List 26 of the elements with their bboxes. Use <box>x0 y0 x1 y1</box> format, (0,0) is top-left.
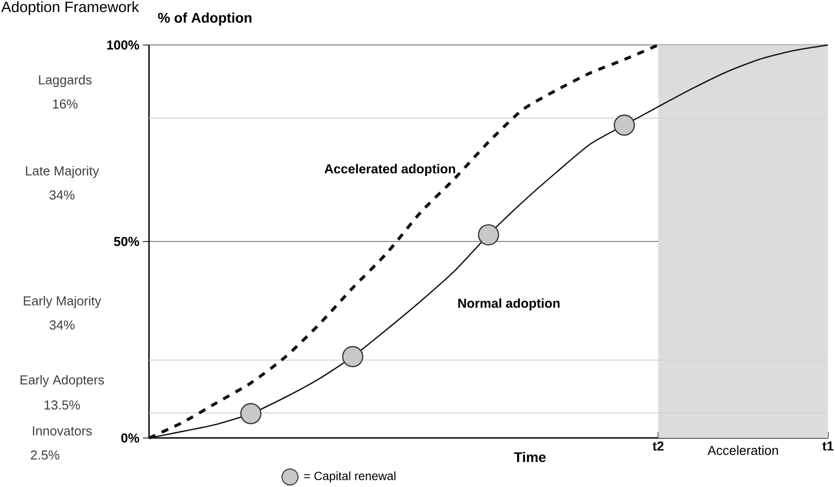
text: 13.5% <box>44 400 80 410</box>
text: 2.5% <box>30 450 60 460</box>
text: Innovators <box>32 426 92 436</box>
x-tick-label: t1 <box>822 442 834 451</box>
x-tick-label: t2 <box>652 442 664 451</box>
chart-title: Adoption Framework <box>1 1 140 16</box>
point <box>614 114 635 136</box>
series-label: Accelerated adoption <box>324 164 456 176</box>
text: 34% <box>50 190 75 200</box>
point <box>478 224 500 246</box>
text: Early Adopters <box>20 374 104 388</box>
text: Laggards <box>39 74 92 88</box>
legend-label: = Capital renewal <box>304 471 396 483</box>
text: Late Majority <box>26 166 100 178</box>
band-label: Acceleration <box>708 446 778 456</box>
x-axis-title: Time <box>514 452 546 462</box>
point <box>240 403 262 424</box>
point <box>342 346 364 368</box>
y-tick-label: 50% <box>114 236 140 246</box>
text: 34% <box>50 320 75 330</box>
series-label: Normal adoption <box>458 298 560 310</box>
y-tick-label: 0% <box>121 433 140 443</box>
text: 16% <box>53 99 78 109</box>
text: Early Majority <box>24 296 102 308</box>
y-tick-label: 100% <box>107 40 140 50</box>
y-axis-title: % of Adoption <box>158 12 252 26</box>
